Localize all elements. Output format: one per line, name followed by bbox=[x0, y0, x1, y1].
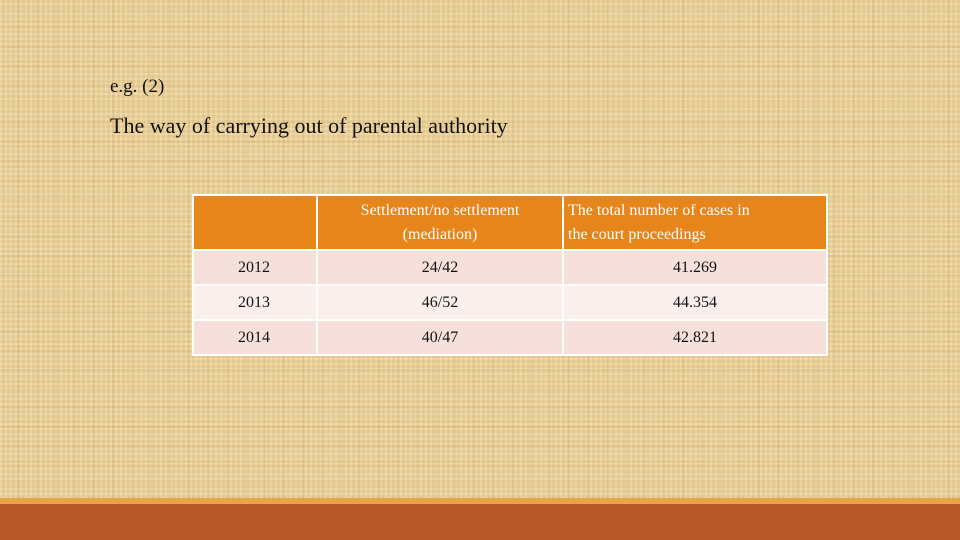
bottom-bar bbox=[0, 504, 960, 540]
header-total-line2: the court proceedings bbox=[568, 226, 706, 243]
year-cell: 2014 bbox=[192, 319, 318, 356]
total-cases-cell: 42.821 bbox=[562, 319, 828, 356]
year-cell: 2013 bbox=[192, 284, 318, 321]
header-cell-total: The total number of cases in the court p… bbox=[562, 194, 828, 251]
bottom-accent-stripe bbox=[0, 498, 960, 504]
table-header-row: Settlement/no settlement (mediation) The… bbox=[192, 194, 828, 251]
settlement-cell: 24/42 bbox=[316, 249, 564, 286]
header-settlement-line2: (mediation) bbox=[402, 226, 478, 243]
settlement-cell: 46/52 bbox=[316, 284, 564, 321]
data-table: Settlement/no settlement (mediation) The… bbox=[192, 194, 828, 356]
header-cell-blank bbox=[192, 194, 318, 251]
settlement-cell: 40/47 bbox=[316, 319, 564, 356]
header-total-line1: The total number of cases in bbox=[568, 202, 750, 219]
header-cell-settlement: Settlement/no settlement (mediation) bbox=[316, 194, 564, 251]
year-cell: 2012 bbox=[192, 249, 318, 286]
total-cases-cell: 41.269 bbox=[562, 249, 828, 286]
table-row: 2012 24/42 41.269 bbox=[192, 249, 828, 286]
header-settlement-line1: Settlement/no settlement bbox=[360, 202, 520, 219]
total-cases-cell: 44.354 bbox=[562, 284, 828, 321]
slide-subtitle: The way of carrying out of parental auth… bbox=[110, 113, 508, 138]
table-row: 2014 40/47 42.821 bbox=[192, 319, 828, 356]
slide-heading: e.g. (2) bbox=[110, 76, 165, 97]
table-row: 2013 46/52 44.354 bbox=[192, 284, 828, 321]
